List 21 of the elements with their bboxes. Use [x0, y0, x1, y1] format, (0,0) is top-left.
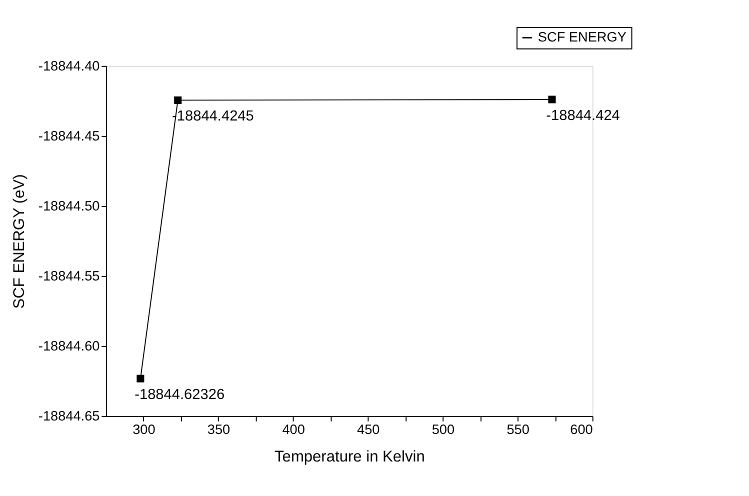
text: -18844.62326	[134, 387, 225, 404]
point	[136, 374, 144, 382]
y-tick-label: -18844.60	[38, 338, 100, 354]
y-tick-label: -18844.45	[38, 128, 100, 144]
y-tick-label: -18844.50	[38, 198, 100, 214]
legend-label: SCF ENERGY	[538, 30, 626, 45]
point	[548, 96, 556, 104]
x-tick-label: 300	[132, 422, 156, 438]
text: -18844.424	[546, 108, 620, 124]
point	[174, 96, 182, 104]
x-tick-label: 550	[506, 422, 530, 438]
y-tick-label: -18844.55	[38, 268, 100, 284]
x-axis-title: Temperature in Kelvin	[274, 448, 425, 466]
y-axis-title: SCF ENERGY (eV)	[10, 174, 28, 309]
y-tick-label: -18844.40	[38, 58, 100, 74]
y-tick-label: -18844.65	[38, 408, 100, 424]
x-tick-label: 350	[207, 422, 231, 438]
x-tick-label: 450	[357, 422, 380, 438]
x-tick-label: 500	[432, 422, 456, 438]
x-tick-label: 600	[570, 422, 594, 438]
x-tick-label: 400	[282, 422, 306, 438]
